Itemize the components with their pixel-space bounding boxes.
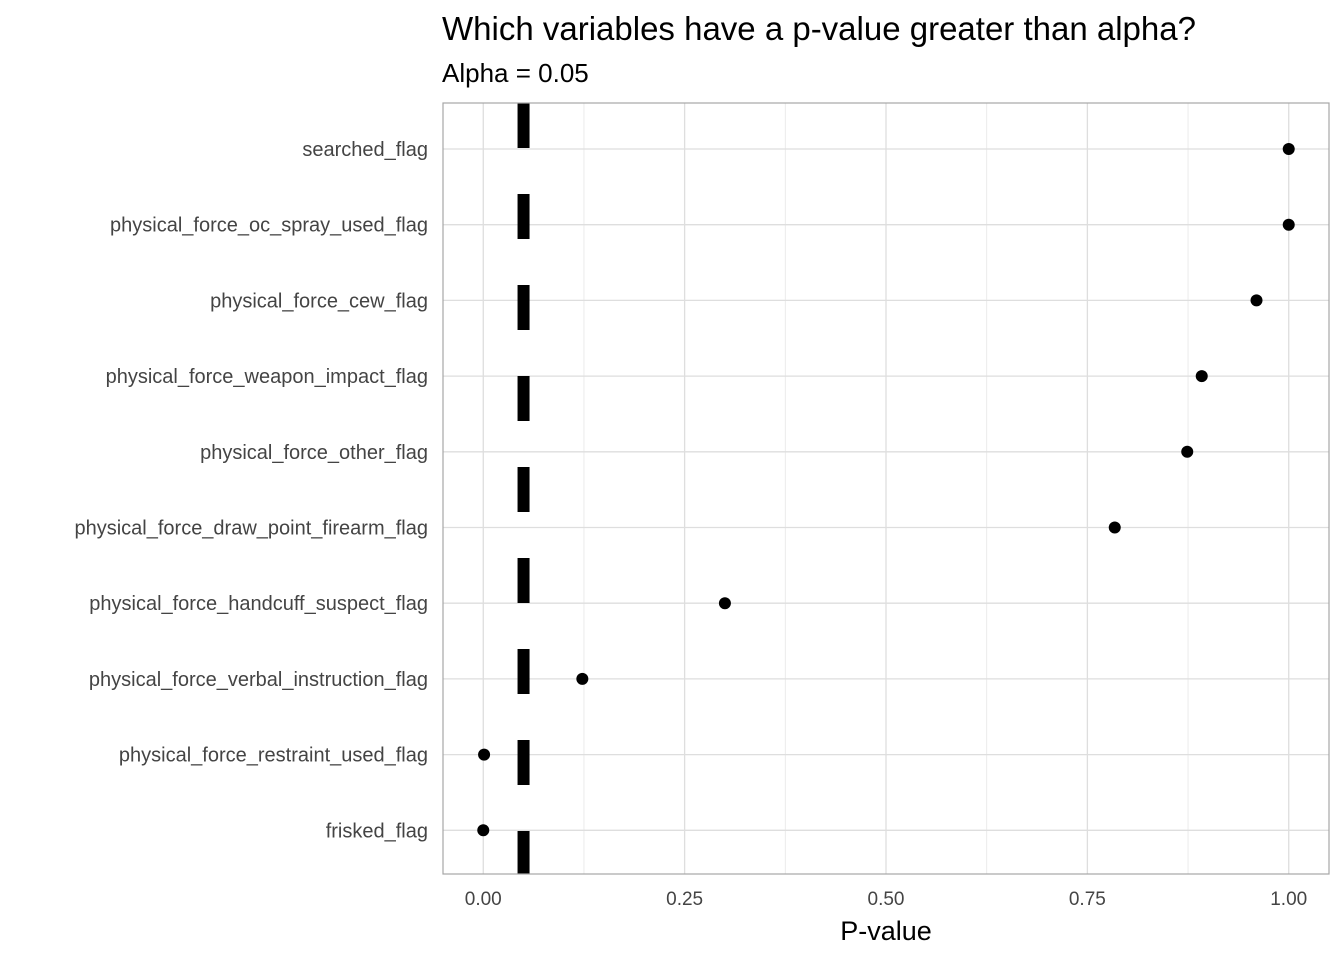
data-point [576,672,589,685]
data-point [1250,294,1263,307]
chart-title: Which variables have a p-value greater t… [442,10,1196,47]
alpha-line-dash [517,558,530,603]
x-tick-label: 0.75 [1069,889,1106,910]
data-point [477,824,490,837]
data-point [1282,218,1295,231]
data-point [1181,445,1194,458]
alpha-line-dash [517,649,530,694]
x-axis-tick-labels: 0.00 0.25 0.50 0.75 1.00 [465,889,1307,910]
chart-subtitle: Alpha = 0.05 [442,58,589,88]
alpha-threshold-line [517,103,530,874]
y-tick-label: physical_force_verbal_instruction_flag [89,669,428,691]
x-tick-label: 0.25 [666,889,703,910]
alpha-line-dash [517,831,530,874]
data-point [1282,143,1295,155]
alpha-line-dash [517,285,530,330]
y-tick-label: physical_force_cew_flag [210,290,428,312]
y-tick-label: physical_force_draw_point_firearm_flag [74,518,428,540]
minor-gridlines [583,103,1189,874]
alpha-line-dash [517,194,530,239]
y-tick-label: physical_force_oc_spray_used_flag [110,215,428,237]
plot-panel-border [442,102,1330,875]
y-axis-tick-labels: searched_flag physical_force_oc_spray_use… [74,139,428,842]
y-tick-label: frisked_flag [326,820,428,842]
data-point [1195,370,1208,383]
y-tick-label: physical_force_handcuff_suspect_flag [89,593,428,615]
x-axis-label: P-value [840,916,932,946]
y-tick-label: physical_force_weapon_impact_flag [106,366,428,388]
alpha-line-dash [517,467,530,512]
data-point [1108,521,1121,534]
x-tick-label: 1.00 [1270,889,1307,910]
data-point [718,597,731,610]
major-gridlines [443,103,1329,874]
alpha-line-dash [517,103,530,148]
x-tick-label: 0.50 [868,889,905,910]
x-tick-label: 0.00 [465,889,502,910]
y-tick-label: physical_force_restraint_used_flag [119,745,428,767]
data-points [477,143,1295,837]
data-point [478,748,491,761]
y-tick-label: searched_flag [302,139,428,161]
alpha-line-dash [517,376,530,421]
y-tick-label: physical_force_other_flag [200,442,428,464]
alpha-line-dash [517,740,530,785]
